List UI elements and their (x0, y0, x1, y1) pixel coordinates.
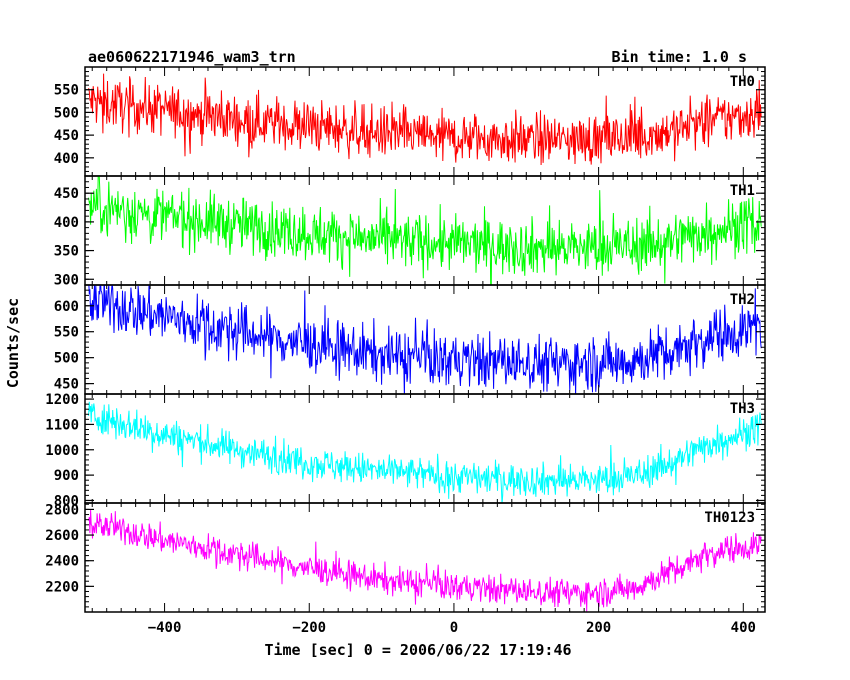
series-line-th3 (88, 401, 762, 503)
y-tick-label: 400 (54, 151, 79, 167)
y-tick-label: 2600 (45, 528, 79, 544)
panel-th0: 400 450 500 550 TH0 (54, 66, 766, 177)
chart-title: ae060622171946_wam3_trn (88, 48, 296, 66)
y-tick-label: 400 (54, 215, 79, 231)
panel-th0123: 2200 2400 2600 2800 TH0123 (45, 502, 766, 613)
y-tick-label: 2200 (45, 579, 79, 595)
y-tick-label: 550 (54, 325, 79, 341)
series-line-th0 (88, 73, 762, 166)
x-tick-label: 200 (586, 620, 611, 636)
x-axis: −400 −200 0 200 400 (148, 620, 756, 636)
series-label-th2: TH2 (730, 292, 755, 308)
panel-frame (84, 393, 766, 504)
y-axis-label: Counts/sec (4, 298, 22, 388)
panel-frame (84, 502, 766, 613)
series-line-th0123 (88, 509, 762, 612)
y-tick-label: 500 (54, 105, 79, 121)
y-tick-label: 900 (54, 468, 79, 484)
x-tick-label: −400 (148, 620, 182, 636)
y-tick-label: 500 (54, 351, 79, 367)
y-tick-label: 350 (54, 244, 79, 260)
y-tick-label: 600 (54, 299, 79, 315)
series-label-th1: TH1 (730, 183, 755, 199)
y-tick-label: 450 (54, 377, 79, 393)
x-tick-label: −200 (292, 620, 326, 636)
y-tick-label: 300 (54, 272, 79, 288)
series-label-th3: TH3 (730, 401, 755, 417)
panel-th2: 450 500 550 600 TH2 (54, 284, 766, 395)
series-label-th0123: TH0123 (704, 510, 755, 526)
y-tick-label: 800 (54, 493, 79, 509)
x-axis-label: Time [sec] 0 = 2006/06/22 17:19:46 (264, 641, 571, 659)
x-tick-label: 0 (450, 620, 458, 636)
y-tick-label: 2800 (45, 502, 79, 518)
y-tick-label: 1200 (45, 392, 79, 408)
y-tick-label: 450 (54, 128, 79, 144)
series-line-th1 (88, 176, 762, 285)
y-tick-label: 550 (54, 83, 79, 99)
y-tick-label: 1100 (45, 417, 79, 433)
y-tick-label: 2400 (45, 554, 79, 570)
panel-th3: 800 900 1000 1100 1200 TH3 (45, 392, 766, 509)
chart-subtitle: Bin time: 1.0 s (612, 48, 747, 66)
series-line-th2 (88, 285, 762, 394)
x-tick-label: 400 (731, 620, 756, 636)
y-tick-label: 450 (54, 186, 79, 202)
panels-group: 400 450 500 550 TH0 300 350 400 450 TH1 450 500 550 6… (45, 66, 766, 613)
y-tick-label: 1000 (45, 443, 79, 459)
series-label-th0: TH0 (730, 74, 755, 90)
panel-th1: 300 350 400 450 TH1 (54, 175, 766, 288)
panel-frame (84, 284, 766, 395)
